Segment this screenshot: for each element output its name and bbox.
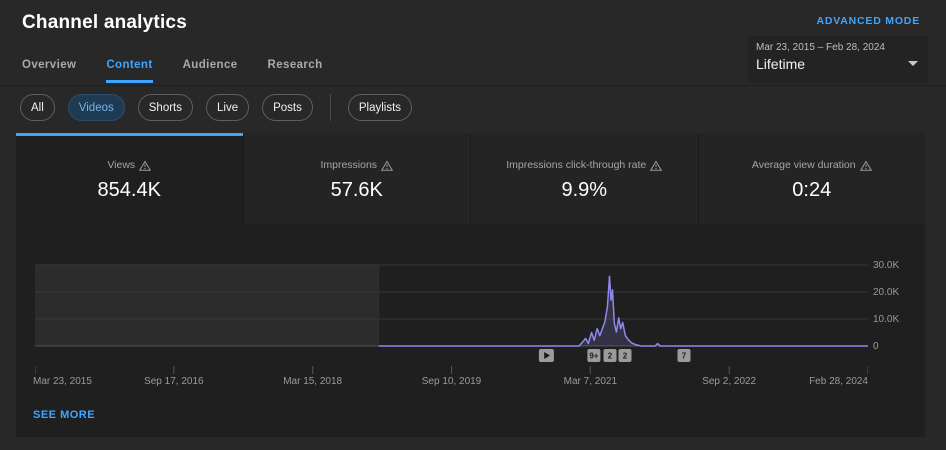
x-axis-label: Feb 28, 2024: [809, 376, 868, 387]
metric-card-views[interactable]: Views 854.4K: [16, 133, 243, 224]
y-axis-label: 20.0K: [873, 287, 900, 298]
chip-videos[interactable]: Videos: [67, 94, 125, 121]
metric-card-impressions[interactable]: Impressions 57.6K: [242, 133, 470, 224]
y-axis-label: 10.0K: [873, 314, 900, 325]
metric-label: Average view duration: [751, 159, 856, 171]
views-line-chart[interactable]: 9+ 2 2 7: [35, 258, 868, 376]
analytics-tabs: Overview Content Audience Research: [22, 59, 323, 83]
date-range-text: Mar 23, 2015 – Feb 28, 2024: [756, 42, 885, 53]
metric-card-avg-view-duration[interactable]: Average view duration 0:24: [697, 133, 925, 224]
tab-research[interactable]: Research: [267, 59, 323, 71]
x-axis-label: Mar 7, 2021: [563, 376, 618, 387]
y-axis-label: 0: [873, 341, 879, 352]
tab-audience[interactable]: Audience: [182, 59, 238, 71]
svg-text:2: 2: [623, 352, 628, 361]
tab-content[interactable]: Content: [106, 59, 153, 83]
chip-playlists[interactable]: Playlists: [347, 94, 413, 121]
x-axis-label: Mar 23, 2015: [33, 376, 92, 387]
see-more-link[interactable]: SEE MORE: [33, 409, 96, 421]
video-publish-marker-count[interactable]: 2: [603, 349, 617, 362]
video-publish-marker-count[interactable]: 9+: [587, 349, 601, 362]
chip-shorts[interactable]: Shorts: [137, 94, 193, 121]
metric-card-ctr[interactable]: Impressions click-through rate 9.9%: [470, 133, 698, 224]
warning-triangle-icon: [650, 160, 663, 171]
video-publish-marker-count[interactable]: 2: [618, 349, 632, 362]
warning-triangle-icon: [139, 160, 152, 171]
warning-triangle-icon: [859, 160, 872, 171]
content-filter-chips: All Videos Shorts Live Posts Playlists: [20, 94, 413, 121]
tabs-divider: [0, 85, 946, 86]
metric-value: 854.4K: [97, 179, 161, 201]
x-axis-labels: Mar 23, 2015 Sep 17, 2016 Mar 15, 2018 Sep …: [33, 376, 868, 389]
metric-label: Impressions click-through rate: [506, 159, 647, 171]
x-axis-label: Mar 15, 2018: [283, 376, 343, 387]
video-publish-marker-play-icon[interactable]: [538, 349, 554, 362]
advanced-mode-button[interactable]: ADVANCED MODE: [816, 15, 920, 27]
svg-text:9+: 9+: [589, 352, 598, 361]
x-axis-label: Sep 10, 2019: [421, 376, 482, 387]
metric-value: 0:24: [792, 179, 832, 201]
svg-text:7: 7: [682, 352, 687, 361]
y-axis-label: 30.0K: [873, 260, 900, 271]
metric-value: 9.9%: [561, 179, 608, 201]
x-axis-label: Sep 17, 2016: [144, 376, 204, 387]
page-title: Channel analytics: [22, 12, 187, 33]
warning-triangle-icon: [381, 160, 394, 171]
analytics-panel: Views 854.4K Impressions 57.6K Impressio…: [16, 133, 925, 437]
metric-label: Views: [107, 159, 136, 171]
tab-overview[interactable]: Overview: [22, 59, 77, 71]
date-preset-label: Lifetime: [756, 56, 806, 72]
date-range-picker[interactable]: Mar 23, 2015 – Feb 28, 2024 Lifetime: [748, 36, 928, 82]
no-data-region: [35, 265, 380, 346]
chip-all[interactable]: All: [20, 94, 55, 121]
chip-live[interactable]: Live: [206, 94, 250, 121]
metric-label: Impressions: [320, 159, 378, 171]
metric-value: 57.6K: [330, 179, 383, 201]
metric-cards-row: Views 854.4K Impressions 57.6K Impressio…: [16, 133, 925, 224]
chip-posts[interactable]: Posts: [262, 94, 313, 121]
svg-text:2: 2: [608, 352, 613, 361]
chevron-down-icon: [908, 61, 918, 66]
chip-group-divider: [329, 94, 331, 121]
video-publish-marker-count[interactable]: 7: [677, 349, 691, 362]
x-axis-label: Sep 2, 2022: [702, 376, 757, 387]
